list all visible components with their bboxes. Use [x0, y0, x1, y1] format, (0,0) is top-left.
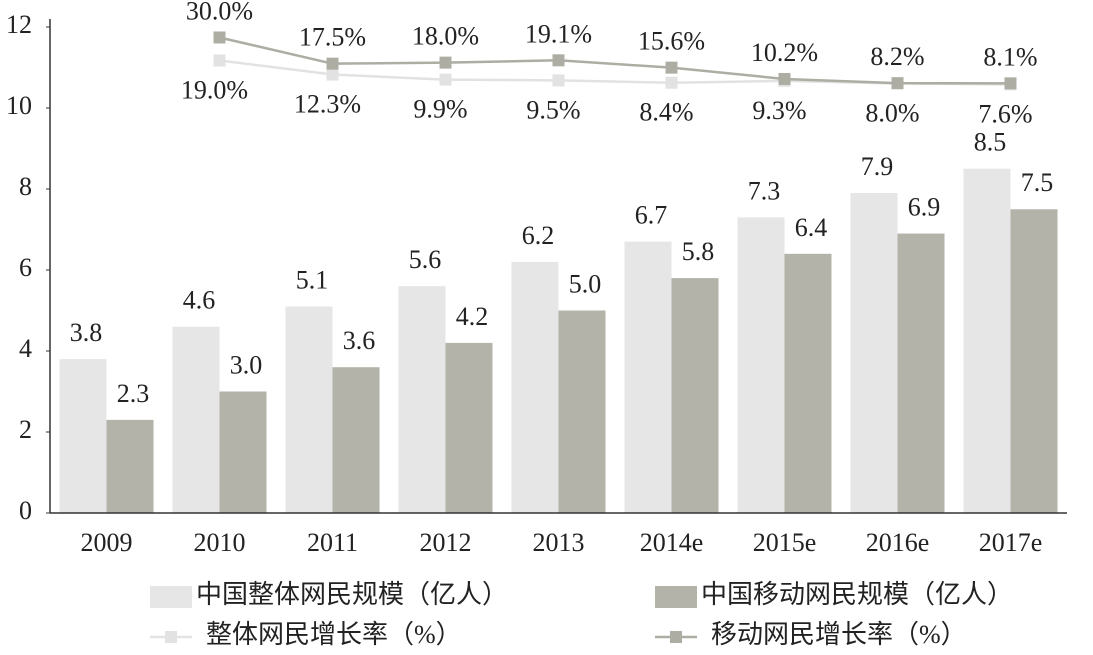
bar [445, 342, 493, 513]
bar [897, 233, 945, 514]
bar-value-label: 4.6 [183, 286, 216, 315]
legend-label: 中国整体网民规模（亿人） [196, 580, 508, 609]
line-marker [891, 77, 904, 90]
line-marker [778, 72, 791, 85]
x-tick-label: 2012 [420, 528, 472, 557]
line-value-label: 10.2% [751, 38, 818, 67]
line-marker [1004, 77, 1017, 90]
bar [1010, 209, 1058, 513]
line [219, 36, 1011, 85]
bar [219, 391, 267, 513]
line-marker [552, 54, 565, 67]
bar-value-label: 7.5 [1021, 168, 1054, 197]
x-tick-label: 2016e [866, 528, 930, 557]
bar-value-label: 7.3 [748, 176, 781, 205]
line-marker [665, 76, 678, 89]
x-tick-label: 2015e [753, 528, 817, 557]
line-marker [326, 57, 339, 70]
legend-swatch [655, 586, 697, 608]
line-value-label: 15.6% [638, 27, 705, 56]
line-marker [439, 73, 452, 86]
bar-value-label: 6.2 [522, 221, 555, 250]
bar [737, 217, 785, 513]
line-value-label: 18.0% [412, 22, 479, 51]
bar-value-label: 3.8 [70, 318, 103, 347]
bar [106, 419, 154, 513]
line-value-label: 12.3% [294, 90, 361, 119]
bar [511, 261, 559, 513]
bar [285, 306, 333, 513]
legend-swatch [150, 586, 192, 608]
bar [671, 278, 719, 513]
bar-value-label: 3.0 [230, 350, 263, 379]
line-marker [439, 56, 452, 69]
line-value-label: 19.1% [525, 19, 592, 48]
bar-value-label: 5.0 [569, 269, 602, 298]
bar [558, 310, 606, 513]
line-marker [665, 61, 678, 74]
bar [963, 168, 1011, 513]
y-tick-label: 0 [19, 496, 32, 525]
y-tick-label: 12 [6, 10, 32, 39]
legend-marker [670, 631, 682, 643]
line-value-label: 19.0% [181, 75, 248, 104]
y-tick-label: 4 [19, 334, 32, 363]
x-tick-label: 2013 [533, 528, 585, 557]
x-tick-label: 2009 [81, 528, 133, 557]
line-marker [213, 54, 226, 67]
bar [850, 193, 898, 514]
bar-value-label: 6.9 [908, 193, 941, 222]
bar [398, 286, 446, 513]
bar-value-label: 2.3 [117, 379, 150, 408]
line-marker [552, 74, 565, 87]
bar-value-label: 4.2 [456, 302, 489, 331]
bar-value-label: 6.4 [795, 213, 828, 242]
line-value-label: 9.5% [526, 95, 580, 124]
y-tick-label: 2 [19, 415, 32, 444]
bar [332, 367, 380, 513]
legend-label: 移动网民增长率（%） [711, 620, 967, 649]
legend-label: 整体网民增长率（%） [206, 620, 462, 649]
x-tick-label: 2010 [194, 528, 246, 557]
bar-value-label: 5.8 [682, 237, 715, 266]
line-value-label: 8.1% [983, 42, 1037, 71]
line-value-label: 7.6% [978, 99, 1032, 128]
bar [59, 359, 107, 513]
bar [784, 253, 832, 514]
bar [172, 326, 220, 513]
y-tick-label: 8 [19, 172, 32, 201]
line-value-label: 8.0% [865, 99, 919, 128]
x-tick-label: 2014e [640, 528, 704, 557]
y-tick-label: 10 [6, 91, 32, 120]
legend-label: 中国移动网民规模（亿人） [701, 580, 1013, 609]
legend-marker [165, 631, 177, 643]
y-tick-label: 6 [19, 253, 32, 282]
bar [624, 241, 672, 513]
line-value-label: 30.0% [186, 0, 253, 25]
bar-value-label: 3.6 [343, 326, 376, 355]
bar-value-label: 7.9 [861, 152, 894, 181]
bar-value-label: 5.6 [409, 245, 442, 274]
line-value-label: 9.9% [413, 95, 467, 124]
x-tick-label: 2017e [979, 528, 1043, 557]
line-value-label: 8.4% [639, 98, 693, 127]
line-value-label: 9.3% [752, 96, 806, 125]
line-value-label: 8.2% [870, 42, 924, 71]
line-marker [326, 68, 339, 81]
bar-value-label: 6.7 [635, 201, 668, 230]
x-tick-label: 2011 [307, 528, 358, 557]
bar-value-label: 5.1 [296, 265, 329, 294]
line-value-label: 17.5% [299, 23, 366, 52]
bar-value-label: 8.5 [974, 128, 1007, 157]
line-marker [213, 31, 226, 44]
